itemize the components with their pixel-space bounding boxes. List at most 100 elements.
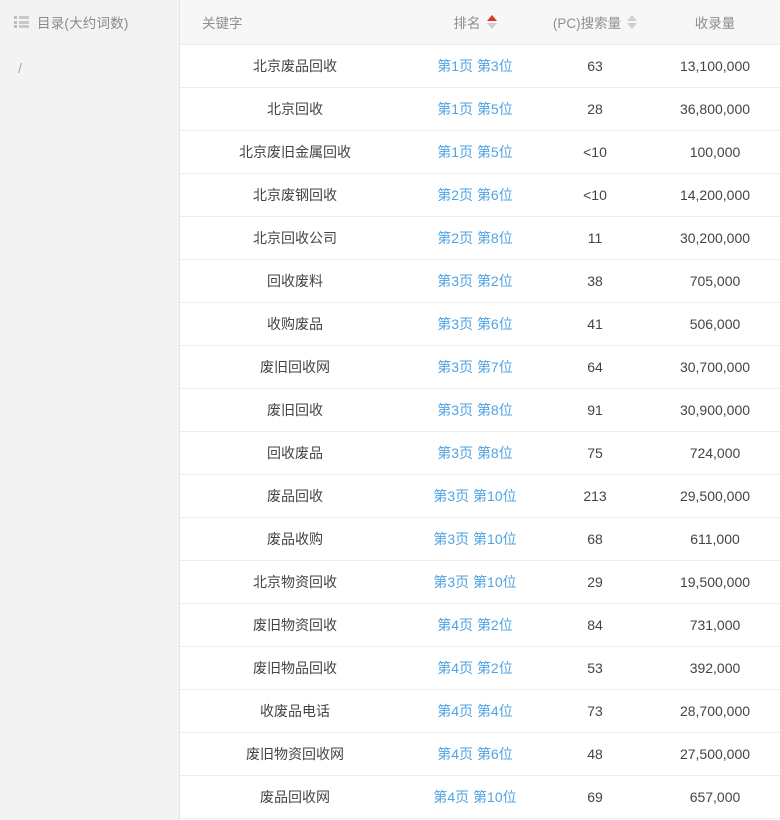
rank-page-link[interactable]: 第4页 [437,616,474,633]
cell-keyword: 北京回收 [180,87,410,131]
cell-rank: 第3页 第8位 [410,431,540,475]
sidebar-body: / [0,44,179,78]
rank-page-link[interactable]: 第3页 [437,444,474,461]
cell-pc-search: 75 [540,431,650,475]
cell-index-count: 705,000 [650,259,780,303]
cell-index-count: 36,800,000 [650,87,780,131]
column-header-rank[interactable]: 排名 [410,0,540,45]
cell-keyword: 废旧物资回收 [180,603,410,647]
rank-page-link[interactable]: 第3页 [433,487,470,504]
cell-rank: 第3页 第2位 [410,259,540,303]
cell-rank: 第2页 第8位 [410,216,540,260]
rank-page-link[interactable]: 第2页 [437,186,474,203]
rank-page-link[interactable]: 第3页 [433,530,470,547]
sidebar-path-root[interactable]: / [18,60,22,76]
cell-pc-search: 41 [540,302,650,346]
table-row: 废旧回收网 第3页 第7位 64 30,700,000 [180,345,780,389]
cell-rank: 第4页 第2位 [410,603,540,647]
cell-index-count: 28,700,000 [650,689,780,733]
rank-position-link[interactable]: 第10位 [473,788,517,805]
table-row: 废品回收网 第4页 第10位 69 657,000 [180,775,780,819]
cell-pc-search: 28 [540,87,650,131]
rank-page-link[interactable]: 第1页 [437,100,474,117]
sort-descending-icon[interactable] [627,22,638,29]
rank-page-link[interactable]: 第4页 [437,745,474,762]
cell-keyword: 北京物资回收 [180,560,410,604]
column-header-pc-search[interactable]: (PC)搜索量 [540,0,650,45]
cell-rank: 第3页 第10位 [410,560,540,604]
cell-index-count: 506,000 [650,302,780,346]
cell-index-count: 13,100,000 [650,44,780,88]
cell-keyword: 北京废品回收 [180,44,410,88]
cell-pc-search: 213 [540,474,650,518]
cell-pc-search: 63 [540,44,650,88]
rank-page-link[interactable]: 第4页 [437,659,474,676]
table-row: 北京废品回收 第1页 第3位 63 13,100,000 [180,44,780,88]
cell-rank: 第4页 第2位 [410,646,540,690]
sidebar: 目录(大约词数) / [0,0,180,820]
rank-page-link[interactable]: 第2页 [437,229,474,246]
cell-keyword: 废旧物资回收网 [180,732,410,776]
cell-pc-search: 64 [540,345,650,389]
cell-pc-search: <10 [540,173,650,217]
cell-keyword: 废品收购 [180,517,410,561]
sidebar-title: 目录(大约词数) [37,16,129,31]
rank-position-link[interactable]: 第2位 [476,659,513,676]
cell-pc-search: 53 [540,646,650,690]
cell-keyword: 废旧回收网 [180,345,410,389]
table-body: 北京废品回收 第1页 第3位 63 13,100,000 北京回收 第1页 第5位 28 36… [180,44,780,819]
cell-rank: 第2页 第6位 [410,173,540,217]
table-row: 废旧物资回收网 第4页 第6位 48 27,500,000 [180,732,780,776]
cell-keyword: 废品回收网 [180,775,410,819]
table-header: 关键字 排名 (PC)搜 [180,0,780,45]
rank-position-link[interactable]: 第5位 [476,100,513,117]
rank-position-link[interactable]: 第10位 [473,487,517,504]
cell-rank: 第1页 第5位 [410,130,540,174]
rank-position-link[interactable]: 第10位 [473,573,517,590]
rank-position-link[interactable]: 第2位 [476,272,513,289]
sort-ascending-icon[interactable] [486,14,497,21]
sort-toggle-rank[interactable] [486,14,497,29]
rank-page-link[interactable]: 第3页 [437,401,474,418]
rank-page-link[interactable]: 第3页 [437,315,474,332]
cell-keyword: 收购废品 [180,302,410,346]
rank-position-link[interactable]: 第8位 [476,401,513,418]
rank-page-link[interactable]: 第1页 [437,143,474,160]
cell-rank: 第4页 第10位 [410,775,540,819]
sort-ascending-icon[interactable] [627,14,638,21]
rank-page-link[interactable]: 第3页 [437,272,474,289]
list-icon [14,16,29,28]
sort-toggle-pc-search[interactable] [627,14,638,29]
cell-index-count: 30,900,000 [650,388,780,432]
rank-position-link[interactable]: 第7位 [476,358,513,375]
rank-position-link[interactable]: 第8位 [476,444,513,461]
rank-page-link[interactable]: 第3页 [433,573,470,590]
cell-keyword: 回收废品 [180,431,410,475]
rank-position-link[interactable]: 第6位 [476,745,513,762]
table-row: 废旧物品回收 第4页 第2位 53 392,000 [180,646,780,690]
rank-position-link[interactable]: 第2位 [476,616,513,633]
rank-page-link[interactable]: 第4页 [437,702,474,719]
cell-keyword: 废品回收 [180,474,410,518]
cell-pc-search: 84 [540,603,650,647]
cell-keyword: 收废品电话 [180,689,410,733]
cell-keyword: 废旧回收 [180,388,410,432]
rank-position-link[interactable]: 第10位 [473,530,517,547]
rank-page-link[interactable]: 第3页 [437,358,474,375]
cell-rank: 第1页 第5位 [410,87,540,131]
cell-index-count: 19,500,000 [650,560,780,604]
keyword-table-container: 关键字 排名 (PC)搜 [180,0,780,820]
keyword-table: 关键字 排名 (PC)搜 [180,0,780,819]
rank-page-link[interactable]: 第4页 [433,788,470,805]
rank-position-link[interactable]: 第6位 [476,186,513,203]
sort-descending-icon[interactable] [486,22,497,29]
rank-position-link[interactable]: 第6位 [476,315,513,332]
rank-position-link[interactable]: 第3位 [476,57,513,74]
rank-position-link[interactable]: 第4位 [476,702,513,719]
rank-position-link[interactable]: 第8位 [476,229,513,246]
rank-page-link[interactable]: 第1页 [437,57,474,74]
table-row: 北京回收 第1页 第5位 28 36,800,000 [180,87,780,131]
rank-position-link[interactable]: 第5位 [476,143,513,160]
table-row: 回收废品 第3页 第8位 75 724,000 [180,431,780,475]
cell-index-count: 27,500,000 [650,732,780,776]
